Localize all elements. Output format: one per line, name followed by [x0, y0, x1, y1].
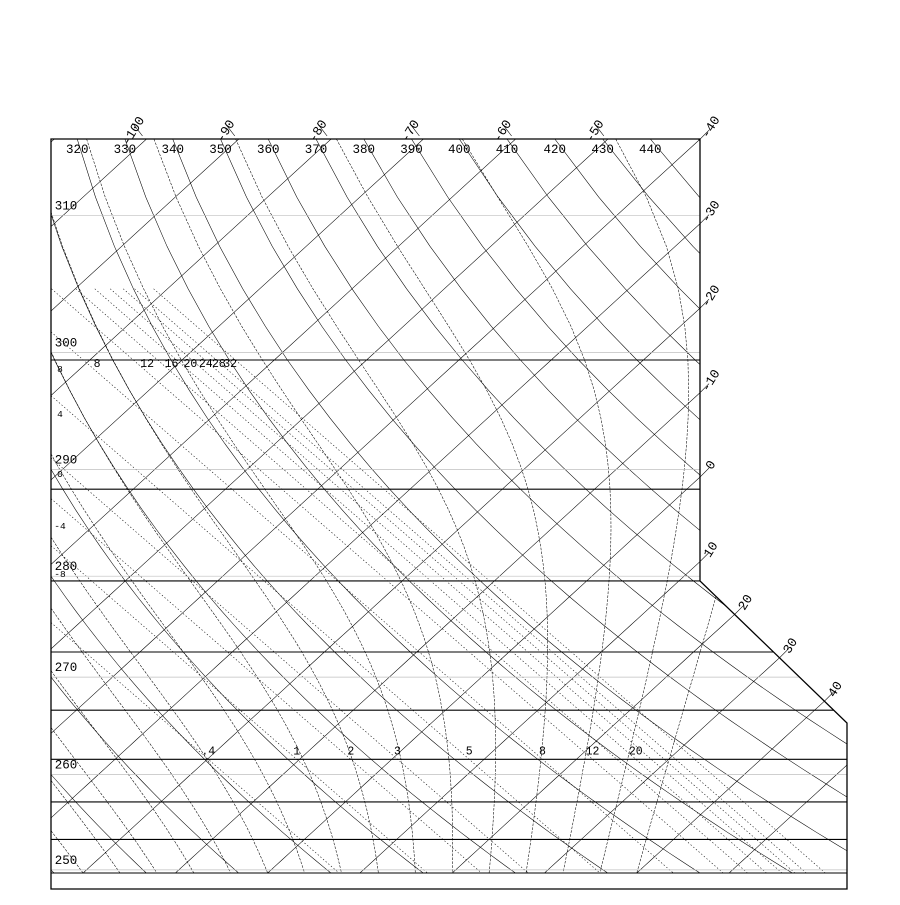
svg-text:320: 320 [66, 143, 89, 157]
svg-text:0: 0 [57, 469, 63, 480]
svg-text:270: 270 [55, 661, 78, 675]
svg-text:260: 260 [55, 759, 78, 773]
svg-text:420: 420 [544, 143, 567, 157]
svg-text:4: 4 [57, 409, 63, 420]
svg-text:12: 12 [140, 358, 154, 371]
svg-text:-4: -4 [54, 521, 66, 532]
svg-text:3: 3 [394, 745, 401, 758]
svg-text:24: 24 [199, 358, 213, 371]
svg-text:1: 1 [293, 745, 300, 758]
svg-text:350: 350 [209, 143, 232, 157]
svg-text:16: 16 [165, 358, 179, 371]
svg-text:32: 32 [223, 358, 237, 371]
svg-text:360: 360 [257, 143, 280, 157]
svg-text:-8: -8 [54, 569, 66, 580]
svg-text:390: 390 [400, 143, 423, 157]
svg-text:5: 5 [466, 745, 473, 758]
svg-text:8: 8 [57, 364, 63, 375]
svg-text:8: 8 [539, 745, 546, 758]
svg-text:20: 20 [629, 745, 643, 758]
svg-text:330: 330 [114, 143, 137, 157]
svg-text:410: 410 [496, 143, 519, 157]
svg-text:380: 380 [353, 143, 376, 157]
svg-text:370: 370 [305, 143, 328, 157]
svg-text:8: 8 [94, 358, 101, 371]
svg-text:12: 12 [586, 745, 600, 758]
svg-text:250: 250 [55, 854, 78, 868]
svg-text:.4: .4 [201, 745, 215, 758]
svg-text:340: 340 [161, 143, 184, 157]
svg-text:400: 400 [448, 143, 471, 157]
svg-text:440: 440 [639, 143, 662, 157]
svg-text:430: 430 [591, 143, 614, 157]
svg-text:290: 290 [55, 453, 78, 467]
svg-text:2: 2 [347, 745, 354, 758]
svg-text:310: 310 [55, 199, 78, 213]
svg-text:20: 20 [183, 358, 197, 371]
svg-text:300: 300 [55, 337, 78, 351]
